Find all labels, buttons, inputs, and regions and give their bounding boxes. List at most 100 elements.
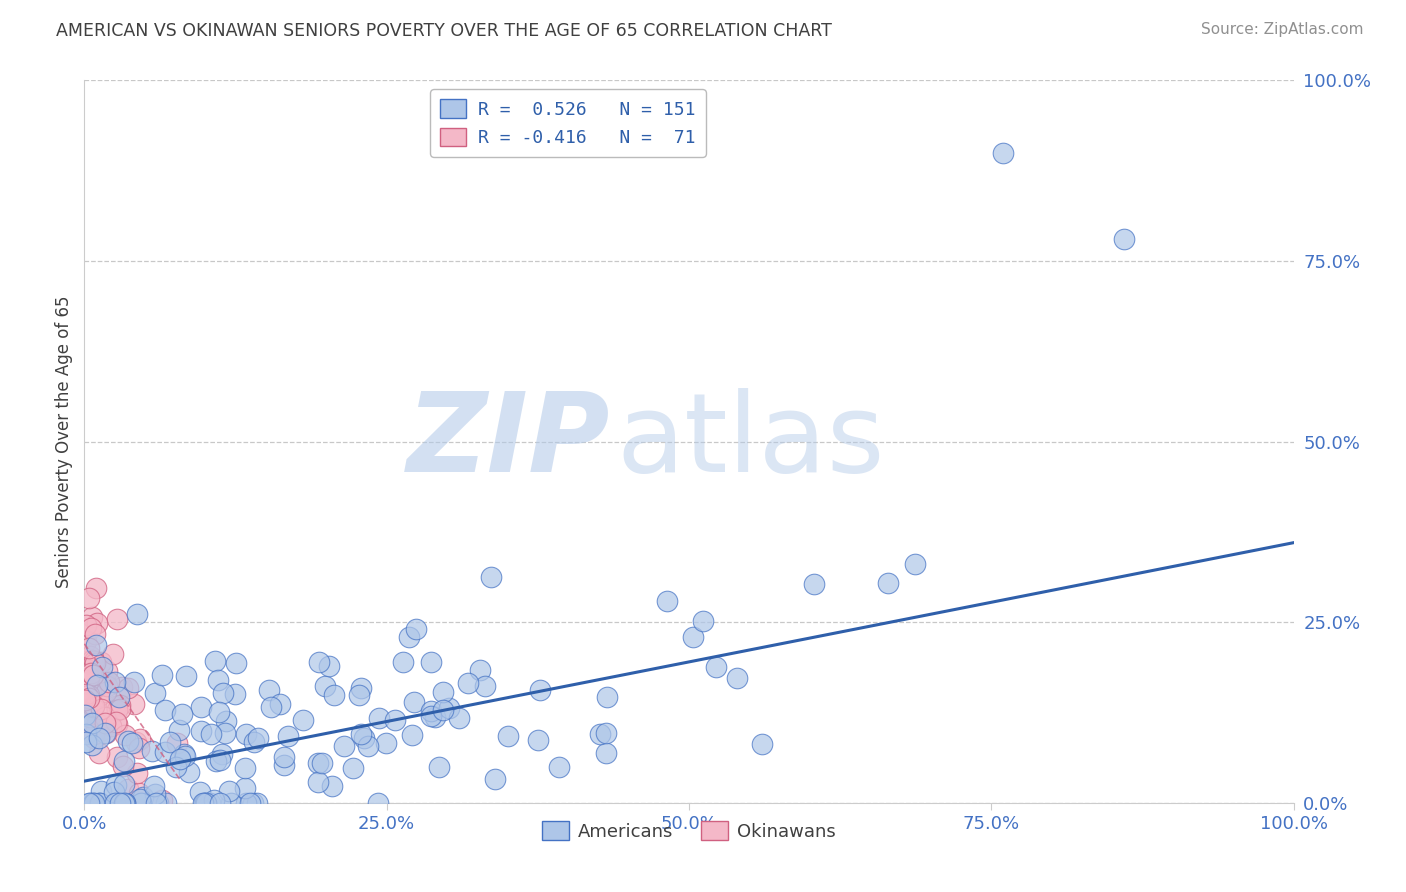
Point [86, 615, 108, 630]
Point [79, 796, 101, 810]
Point [80, 665, 103, 680]
Text: atlas: atlas [616, 388, 884, 495]
Point [323, 688, 346, 702]
Point [596, 690, 619, 704]
Point [437, 701, 460, 715]
Point [90, 702, 112, 716]
Point [173, 747, 195, 761]
Point [432, 685, 454, 699]
Point [80, 738, 103, 752]
Point [419, 655, 441, 669]
Point [167, 723, 190, 738]
Point [80, 653, 103, 667]
Point [169, 752, 191, 766]
Point [110, 680, 132, 694]
Point [259, 700, 281, 714]
Point [392, 655, 415, 669]
Point [103, 785, 125, 799]
Point [117, 733, 139, 747]
Point [108, 796, 131, 810]
Point [427, 760, 450, 774]
Point [117, 782, 139, 797]
Point [177, 765, 200, 780]
Point [90, 660, 112, 674]
Point [342, 761, 364, 775]
Point [357, 739, 380, 753]
Point [153, 745, 176, 759]
Point [89, 746, 111, 760]
Point [83, 627, 105, 641]
Point [84, 638, 107, 652]
Point [82, 668, 104, 682]
Point [79, 649, 101, 664]
Point [79, 796, 101, 810]
Point [233, 761, 256, 775]
Point [121, 736, 143, 750]
Point [73, 708, 96, 723]
Point [117, 681, 139, 695]
Point [148, 796, 170, 810]
Point [174, 669, 197, 683]
Point [83, 654, 105, 668]
Point [190, 724, 212, 739]
Point [75, 673, 97, 688]
Text: AMERICAN VS OKINAWAN SENIORS POVERTY OVER THE AGE OF 65 CORRELATION CHART: AMERICAN VS OKINAWAN SENIORS POVERTY OVE… [56, 22, 832, 40]
Point [211, 747, 233, 761]
Point [79, 688, 101, 702]
Point [273, 757, 295, 772]
Point [96, 664, 118, 678]
Point [77, 641, 100, 656]
Point [207, 673, 229, 688]
Point [484, 772, 506, 786]
Point [457, 676, 479, 690]
Point [318, 659, 340, 673]
Point [76, 692, 98, 706]
Point [73, 675, 96, 690]
Point [87, 689, 110, 703]
Point [141, 743, 163, 757]
Point [904, 557, 927, 571]
Point [311, 756, 333, 771]
Point [155, 796, 177, 810]
Point [235, 796, 257, 810]
Point [84, 681, 107, 696]
Point [704, 660, 727, 674]
Point [82, 700, 104, 714]
Point [239, 796, 262, 810]
Point [425, 710, 447, 724]
Point [83, 731, 105, 745]
Point [527, 732, 550, 747]
Point [110, 698, 132, 712]
Point [90, 655, 112, 669]
Point [87, 731, 110, 745]
Point [198, 796, 221, 810]
Point [218, 784, 240, 798]
Y-axis label: Seniors Poverty Over the Age of 65: Seniors Poverty Over the Age of 65 [55, 295, 73, 588]
Point [401, 728, 423, 742]
Point [877, 576, 900, 591]
Point [479, 570, 502, 584]
Point [112, 754, 135, 768]
Point [110, 701, 132, 715]
Point [143, 787, 166, 801]
Point [125, 607, 148, 621]
Point [75, 663, 97, 677]
Point [277, 729, 299, 743]
Point [188, 785, 211, 799]
Point [204, 654, 226, 668]
Point [75, 687, 97, 701]
Point [75, 735, 97, 749]
Point [308, 655, 330, 669]
Point [82, 715, 104, 730]
Point [114, 777, 136, 791]
Point [150, 668, 173, 682]
Point [96, 679, 118, 693]
Point [208, 705, 231, 719]
Point [273, 750, 295, 764]
Point [145, 796, 167, 810]
Point [100, 718, 122, 732]
Point [170, 706, 193, 721]
Point [595, 725, 617, 739]
Point [79, 591, 101, 605]
Point [94, 710, 117, 724]
